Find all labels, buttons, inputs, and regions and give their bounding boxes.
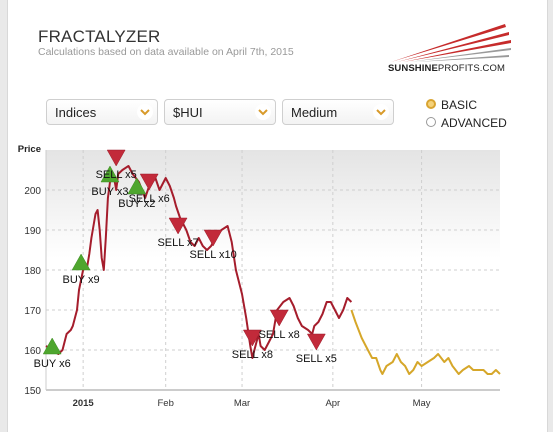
y-tick-label: 160 — [24, 346, 41, 357]
buy-signal-marker — [42, 337, 62, 355]
sell-signal-marker — [306, 333, 326, 351]
sell-signal-marker — [269, 309, 289, 327]
signal-label: SELL x7 — [157, 237, 198, 249]
x-tick-label: May — [413, 398, 431, 409]
chevron-down-icon — [373, 104, 389, 120]
buy-signal-marker — [127, 177, 147, 195]
logo-thin-text: PROFITS.COM — [437, 63, 505, 74]
series-line-projection — [350, 309, 501, 375]
chevron-down-icon — [255, 104, 271, 120]
radio-unchecked-icon — [426, 117, 436, 127]
y-tick-label: 180 — [24, 266, 41, 277]
signal-label: BUY x2 — [118, 198, 155, 210]
mode-label-advanced: ADVANCED — [441, 116, 507, 130]
market-select-value: Indices — [55, 105, 97, 120]
signal-label: SELL x5 — [96, 169, 137, 181]
buy-signal-marker — [71, 253, 91, 271]
page-title: FRACTALYZER — [38, 27, 161, 46]
market-select[interactable]: Indices — [46, 99, 158, 125]
signal-label: BUY x6 — [34, 358, 71, 370]
signal-label: BUY x3 — [91, 186, 128, 198]
sell-signal-marker — [168, 217, 188, 235]
y-tick-label: 190 — [24, 226, 41, 237]
sell-signal-marker — [242, 329, 262, 347]
horizon-select-value: Medium — [291, 105, 338, 120]
signal-label: SELL x6 — [129, 193, 170, 205]
signal-label: SELL x8 — [259, 329, 300, 341]
logo-wordmark: SUNSHINEPROFITS.COM — [388, 63, 505, 74]
sell-signal-marker — [203, 229, 223, 247]
sunshine-logo-icon — [391, 24, 511, 62]
x-tick-label: Apr — [325, 398, 340, 409]
y-tick-label: 170 — [24, 306, 41, 317]
sell-signal-marker — [139, 173, 159, 191]
signal-label: BUY x9 — [63, 274, 100, 286]
horizon-select[interactable]: Medium — [282, 99, 394, 125]
sell-signal-marker — [106, 149, 126, 167]
x-tick-label: Feb — [158, 398, 174, 409]
y-tick-label: 200 — [24, 186, 41, 197]
series-line-history — [45, 165, 353, 359]
ticker-select-value: $HUI — [173, 105, 203, 120]
logo-bold-text: SUNSHINE — [388, 63, 438, 74]
signal-label: SELL x5 — [296, 353, 337, 365]
mode-label-basic: BASIC — [441, 98, 478, 112]
page-subtitle: Calculations based on data available on … — [38, 46, 294, 58]
x-tick-label: 2015 — [73, 398, 95, 409]
buy-signal-marker — [100, 165, 120, 183]
signal-label: SELL x8 — [232, 349, 273, 361]
y-tick-label: 150 — [24, 386, 41, 397]
ticker-select[interactable]: $HUI — [164, 99, 276, 125]
signal-label: SELL x10 — [190, 249, 237, 261]
radio-checked-icon — [426, 99, 436, 109]
chevron-down-icon — [137, 104, 153, 120]
y-axis-label: Price — [18, 144, 41, 155]
x-tick-label: Mar — [234, 398, 250, 409]
